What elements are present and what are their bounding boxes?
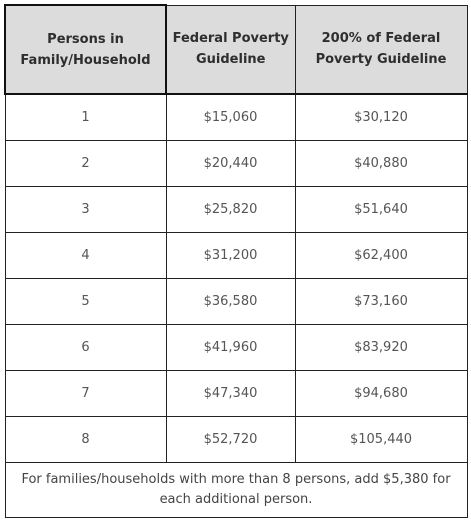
table-row: 6 $41,960 $83,920 [4, 324, 468, 371]
guideline-cell: $36,580 [165, 278, 296, 325]
double-guideline-cell: $94,680 [294, 370, 468, 417]
header-guideline: Federal Poverty Guideline [165, 4, 296, 95]
double-guideline-cell: $30,120 [294, 93, 468, 141]
header-persons: Persons in Family/Household [4, 4, 167, 95]
table-row: 7 $47,340 $94,680 [4, 370, 468, 417]
persons-cell: 8 [4, 416, 167, 463]
table-row: 1 $15,060 $30,120 [4, 93, 468, 141]
guideline-cell: $20,440 [165, 140, 296, 187]
double-guideline-cell: $73,160 [294, 278, 468, 325]
double-guideline-cell: $40,880 [294, 140, 468, 187]
persons-cell: 6 [4, 324, 167, 371]
footnote-text: For families/households with more than 8… [4, 462, 468, 518]
table-row: 3 $25,820 $51,640 [4, 186, 468, 233]
double-guideline-cell: $51,640 [294, 186, 468, 233]
persons-cell: 5 [4, 278, 167, 325]
persons-cell: 4 [4, 232, 167, 279]
table-row: 5 $36,580 $73,160 [4, 278, 468, 325]
header-double-guideline: 200% of Federal Poverty Guideline [294, 4, 468, 95]
persons-cell: 3 [4, 186, 167, 233]
double-guideline-cell: $105,440 [294, 416, 468, 463]
table-row: 2 $20,440 $40,880 [4, 140, 468, 187]
double-guideline-cell: $62,400 [294, 232, 468, 279]
guideline-cell: $52,720 [165, 416, 296, 463]
footnote-row: For families/households with more than 8… [4, 462, 468, 518]
header-row: Persons in Family/Household Federal Pove… [4, 4, 468, 95]
guideline-cell: $47,340 [165, 370, 296, 417]
persons-cell: 1 [4, 93, 167, 141]
guideline-cell: $25,820 [165, 186, 296, 233]
persons-cell: 2 [4, 140, 167, 187]
table-row: 4 $31,200 $62,400 [4, 232, 468, 279]
persons-cell: 7 [4, 370, 167, 417]
table-row: 8 $52,720 $105,440 [4, 416, 468, 463]
poverty-guideline-table: Persons in Family/Household Federal Pove… [4, 4, 468, 518]
guideline-cell: $15,060 [165, 93, 296, 141]
table-body: 1 $15,060 $30,120 2 $20,440 $40,880 3 $2… [4, 93, 468, 518]
guideline-cell: $31,200 [165, 232, 296, 279]
table-header: Persons in Family/Household Federal Pove… [4, 4, 468, 95]
guideline-cell: $41,960 [165, 324, 296, 371]
double-guideline-cell: $83,920 [294, 324, 468, 371]
